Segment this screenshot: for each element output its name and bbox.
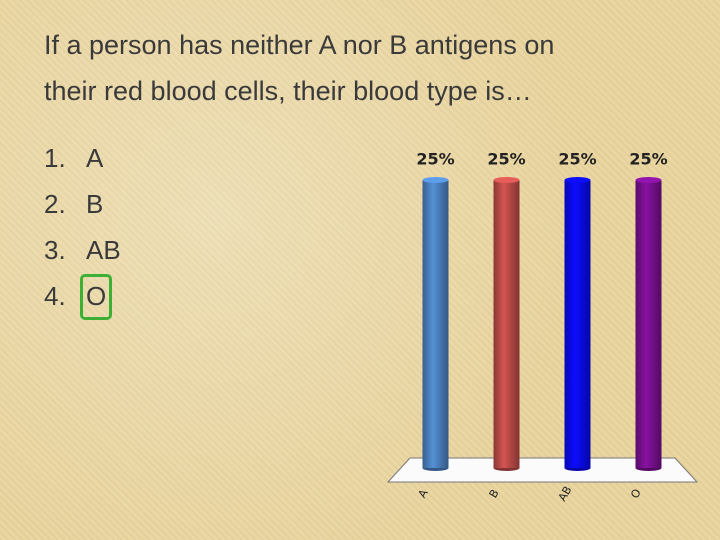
- question-line: their red blood cells, their blood type …: [44, 76, 532, 106]
- option-label: B: [86, 189, 104, 219]
- x-tick-label: A: [416, 487, 431, 500]
- option-label: AB: [86, 235, 121, 265]
- bar: [635, 180, 662, 468]
- bar-cap: [422, 177, 449, 183]
- value-label: 25%: [487, 150, 525, 169]
- value-label: 25%: [558, 150, 596, 169]
- bar-cap: [564, 177, 591, 183]
- answer-highlight: [80, 274, 112, 320]
- question-line: If a person has neither A nor B antigens…: [44, 30, 555, 60]
- option-number: 1.: [44, 143, 66, 173]
- bar-cap: [493, 177, 520, 183]
- option-number: 4.: [44, 281, 66, 311]
- option-label: O: [86, 281, 107, 311]
- x-tick-label: B: [487, 487, 502, 500]
- value-label: 25%: [629, 150, 667, 169]
- value-label: 25%: [416, 150, 454, 169]
- bar: [493, 180, 520, 468]
- x-tick-label: O: [628, 486, 644, 500]
- option-number: 3.: [44, 235, 66, 265]
- option-label: A: [86, 143, 104, 173]
- option-number: 2.: [44, 189, 66, 219]
- bar: [422, 180, 449, 468]
- bar-cap: [635, 177, 662, 183]
- x-tick-label: AB: [556, 484, 575, 504]
- bar: [564, 180, 591, 468]
